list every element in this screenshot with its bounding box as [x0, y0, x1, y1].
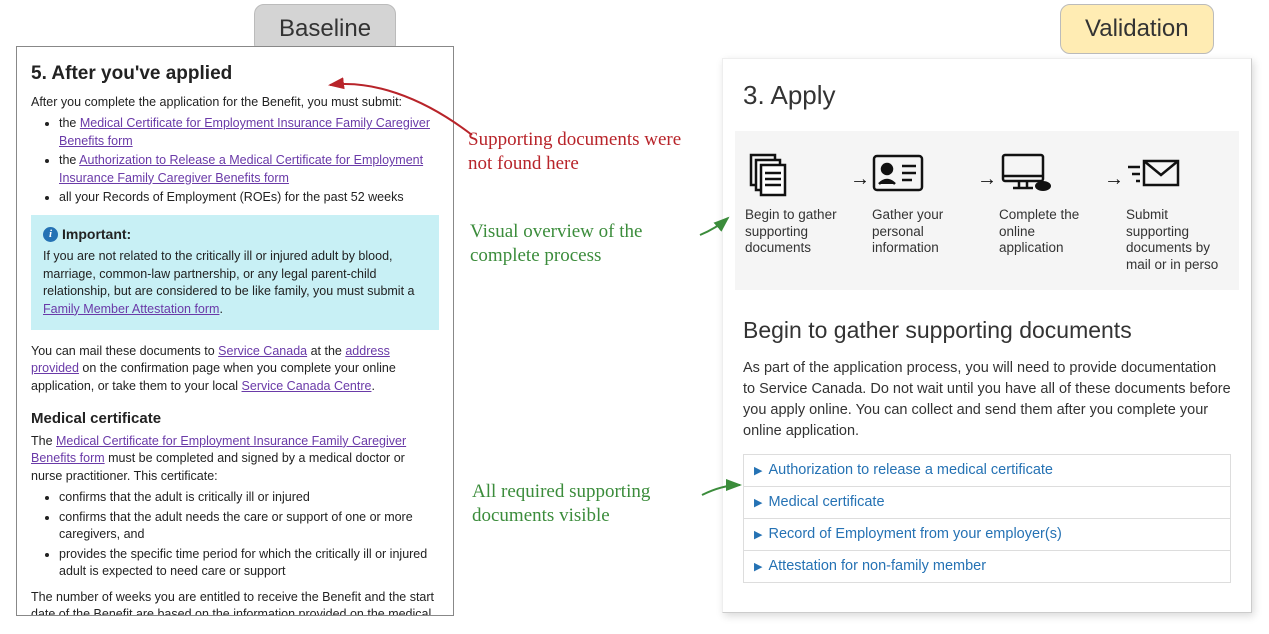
step-label: Submit supporting documents by mail or i…: [1126, 207, 1229, 275]
arrow-icon: →: [850, 149, 870, 194]
mail-pre: You can mail these documents to: [31, 344, 218, 358]
bullet-prefix: the: [59, 116, 80, 130]
supporting-docs-list: ▶ Authorization to release a medical cert…: [743, 454, 1231, 583]
arrow-icon: →: [977, 149, 997, 194]
validation-panel: 3. Apply Begin to gather supporting docu…: [722, 58, 1252, 613]
list-item: confirms that the adult needs the care o…: [59, 509, 439, 544]
important-body-post: .: [219, 302, 222, 316]
annotation-visual-overview: Visual overview of the complete process: [470, 220, 710, 268]
med-cert-bullets: confirms that the adult is critically il…: [31, 489, 439, 581]
annotation-not-found: Supporting documents were not found here: [468, 128, 708, 176]
baseline-bullets: the Medical Certificate for Employment I…: [31, 115, 439, 207]
attestation-link[interactable]: Family Member Attestation form: [43, 302, 219, 316]
documents-icon: [745, 149, 848, 199]
baseline-panel: 5. After you've applied After you comple…: [16, 46, 454, 616]
chevron-right-icon: ▶: [754, 496, 762, 512]
mailing-paragraph: You can mail these documents to Service …: [31, 343, 439, 396]
med-cert-p2: The number of weeks you are entitled to …: [31, 589, 439, 616]
service-canada-link[interactable]: Service Canada: [218, 344, 307, 358]
chevron-right-icon: ▶: [754, 464, 762, 480]
step-gather-documents: Begin to gather supporting documents: [745, 149, 848, 258]
monitor-icon: [999, 149, 1102, 199]
step-label: Begin to gather supporting documents: [745, 207, 848, 258]
important-body-pre: If you are not related to the critically…: [43, 249, 414, 298]
list-item: the Authorization to Release a Medical C…: [59, 152, 439, 187]
chevron-right-icon: ▶: [754, 560, 762, 576]
important-title: i Important:: [43, 225, 427, 245]
med-p1-pre: The: [31, 434, 56, 448]
med-cert-p1: The Medical Certificate for Employment I…: [31, 433, 439, 486]
list-item: the Medical Certificate for Employment I…: [59, 115, 439, 150]
gather-documents-heading: Begin to gather supporting documents: [743, 314, 1231, 347]
service-canada-centre-link[interactable]: Service Canada Centre: [242, 379, 372, 393]
validation-heading: 3. Apply: [743, 77, 1231, 115]
expand-label: Record of Employment from your employer(…: [768, 526, 1061, 542]
step-label: Complete the online application: [999, 207, 1102, 258]
expand-attestation[interactable]: ▶ Attestation for non-family member: [743, 550, 1231, 583]
chevron-right-icon: ▶: [754, 528, 762, 544]
validation-badge: Validation: [1060, 4, 1214, 54]
id-card-icon: [872, 149, 975, 199]
list-item: provides the specific time period for wh…: [59, 546, 439, 581]
step-online-application: Complete the online application: [999, 149, 1102, 258]
baseline-intro: After you complete the application for t…: [31, 94, 439, 112]
baseline-heading: 5. After you've applied: [31, 61, 439, 88]
mail-send-icon: [1126, 149, 1229, 199]
auth-release-link[interactable]: Authorization to Release a Medical Certi…: [59, 153, 423, 185]
mail-mid: at the: [307, 344, 345, 358]
annotation-all-visible: All required supporting documents visibl…: [472, 480, 712, 528]
med-cert-heading: Medical certificate: [31, 408, 439, 429]
bullet-prefix: the: [59, 153, 79, 167]
expand-label: Medical certificate: [768, 494, 884, 510]
expand-medical-cert[interactable]: ▶ Medical certificate: [743, 486, 1231, 519]
expand-roe[interactable]: ▶ Record of Employment from your employer…: [743, 518, 1231, 551]
med-cert-link[interactable]: Medical Certificate for Employment Insur…: [59, 116, 430, 148]
step-personal-info: Gather your personal information: [872, 149, 975, 258]
arrow-icon: →: [1104, 149, 1124, 194]
process-overview: Begin to gather supporting documents → G…: [735, 131, 1239, 291]
list-item: confirms that the adult is critically il…: [59, 489, 439, 507]
expand-label: Attestation for non-family member: [768, 558, 986, 574]
mail-end: .: [371, 379, 374, 393]
list-item: all your Records of Employment (ROEs) fo…: [59, 189, 439, 207]
important-title-text: Important:: [62, 226, 131, 242]
expand-auth-release[interactable]: ▶ Authorization to release a medical cert…: [743, 454, 1231, 487]
step-submit-documents: Submit supporting documents by mail or i…: [1126, 149, 1229, 275]
important-callout: i Important: If you are not related to th…: [31, 215, 439, 331]
info-icon: i: [43, 227, 58, 242]
expand-label: Authorization to release a medical certi…: [768, 462, 1053, 478]
step-label: Gather your personal information: [872, 207, 975, 258]
gather-documents-paragraph: As part of the application process, you …: [743, 358, 1231, 442]
